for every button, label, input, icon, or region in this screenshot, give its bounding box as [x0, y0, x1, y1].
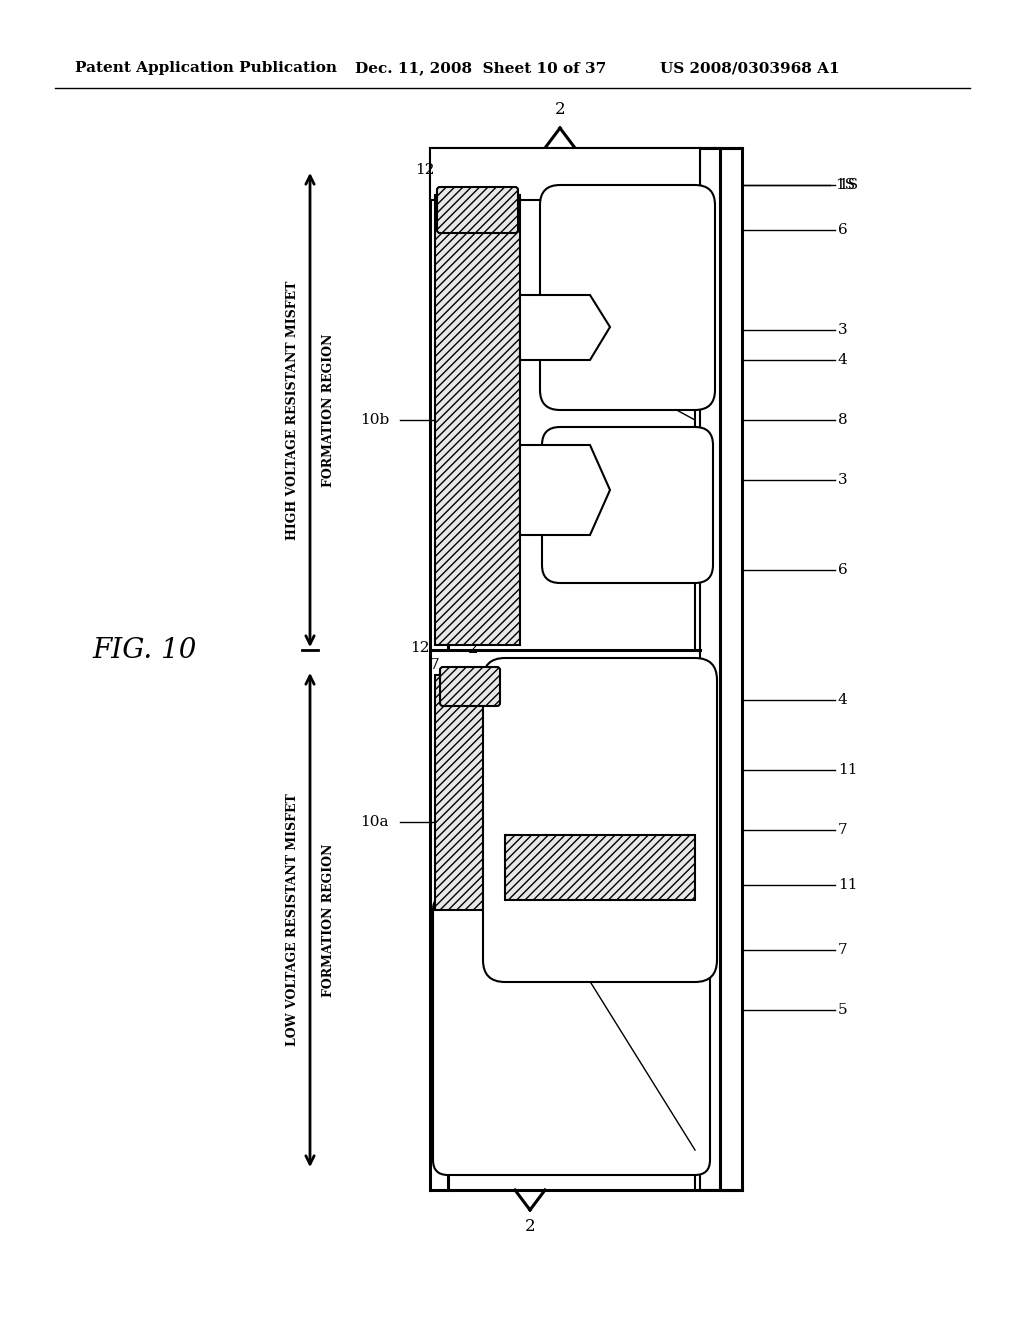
- Bar: [505, 836, 695, 900]
- FancyBboxPatch shape: [540, 185, 715, 411]
- Text: 8: 8: [838, 413, 848, 426]
- Bar: [435, 675, 505, 909]
- FancyBboxPatch shape: [542, 426, 713, 583]
- Text: Dec. 11, 2008  Sheet 10 of 37: Dec. 11, 2008 Sheet 10 of 37: [355, 61, 606, 75]
- Text: 12: 12: [410, 642, 429, 655]
- Text: 6: 6: [838, 564, 848, 577]
- Text: 1S: 1S: [835, 178, 855, 191]
- Text: US 2008/0303968 A1: US 2008/0303968 A1: [660, 61, 840, 75]
- Text: FORMATION REGION: FORMATION REGION: [322, 843, 335, 997]
- Text: FIG. 10: FIG. 10: [93, 636, 198, 664]
- Text: 5: 5: [838, 1003, 848, 1016]
- Text: HIGH VOLTAGE RESISTANT MISFET: HIGH VOLTAGE RESISTANT MISFET: [286, 280, 299, 540]
- Text: 3: 3: [838, 473, 848, 487]
- Bar: [430, 148, 700, 201]
- FancyBboxPatch shape: [483, 657, 717, 982]
- Text: 4: 4: [838, 693, 848, 708]
- Text: 2: 2: [524, 1218, 536, 1236]
- Text: 2: 2: [468, 640, 478, 657]
- Bar: [435, 195, 520, 645]
- FancyBboxPatch shape: [437, 187, 518, 234]
- Text: 4: 4: [838, 352, 848, 367]
- Text: LOW VOLTAGE RESISTANT MISFET: LOW VOLTAGE RESISTANT MISFET: [286, 793, 299, 1047]
- Text: 10b: 10b: [360, 413, 389, 426]
- Bar: [700, 148, 720, 1191]
- Text: 7: 7: [430, 657, 439, 672]
- Text: 3: 3: [838, 323, 848, 337]
- Text: 10a: 10a: [360, 814, 388, 829]
- Text: 6: 6: [838, 223, 848, 238]
- Polygon shape: [520, 445, 610, 535]
- Text: FORMATION REGION: FORMATION REGION: [322, 334, 335, 487]
- Text: 1S: 1S: [838, 178, 858, 191]
- Bar: [720, 148, 742, 1191]
- Text: 11: 11: [838, 878, 857, 892]
- Text: 7: 7: [838, 822, 848, 837]
- Text: 12: 12: [415, 162, 434, 177]
- FancyBboxPatch shape: [440, 667, 500, 706]
- Text: 7: 7: [838, 942, 848, 957]
- Polygon shape: [520, 294, 610, 360]
- Text: Patent Application Publication: Patent Application Publication: [75, 61, 337, 75]
- Text: 2: 2: [555, 102, 565, 117]
- FancyBboxPatch shape: [433, 895, 710, 1175]
- Text: 11: 11: [838, 763, 857, 777]
- Text: 2: 2: [468, 675, 478, 692]
